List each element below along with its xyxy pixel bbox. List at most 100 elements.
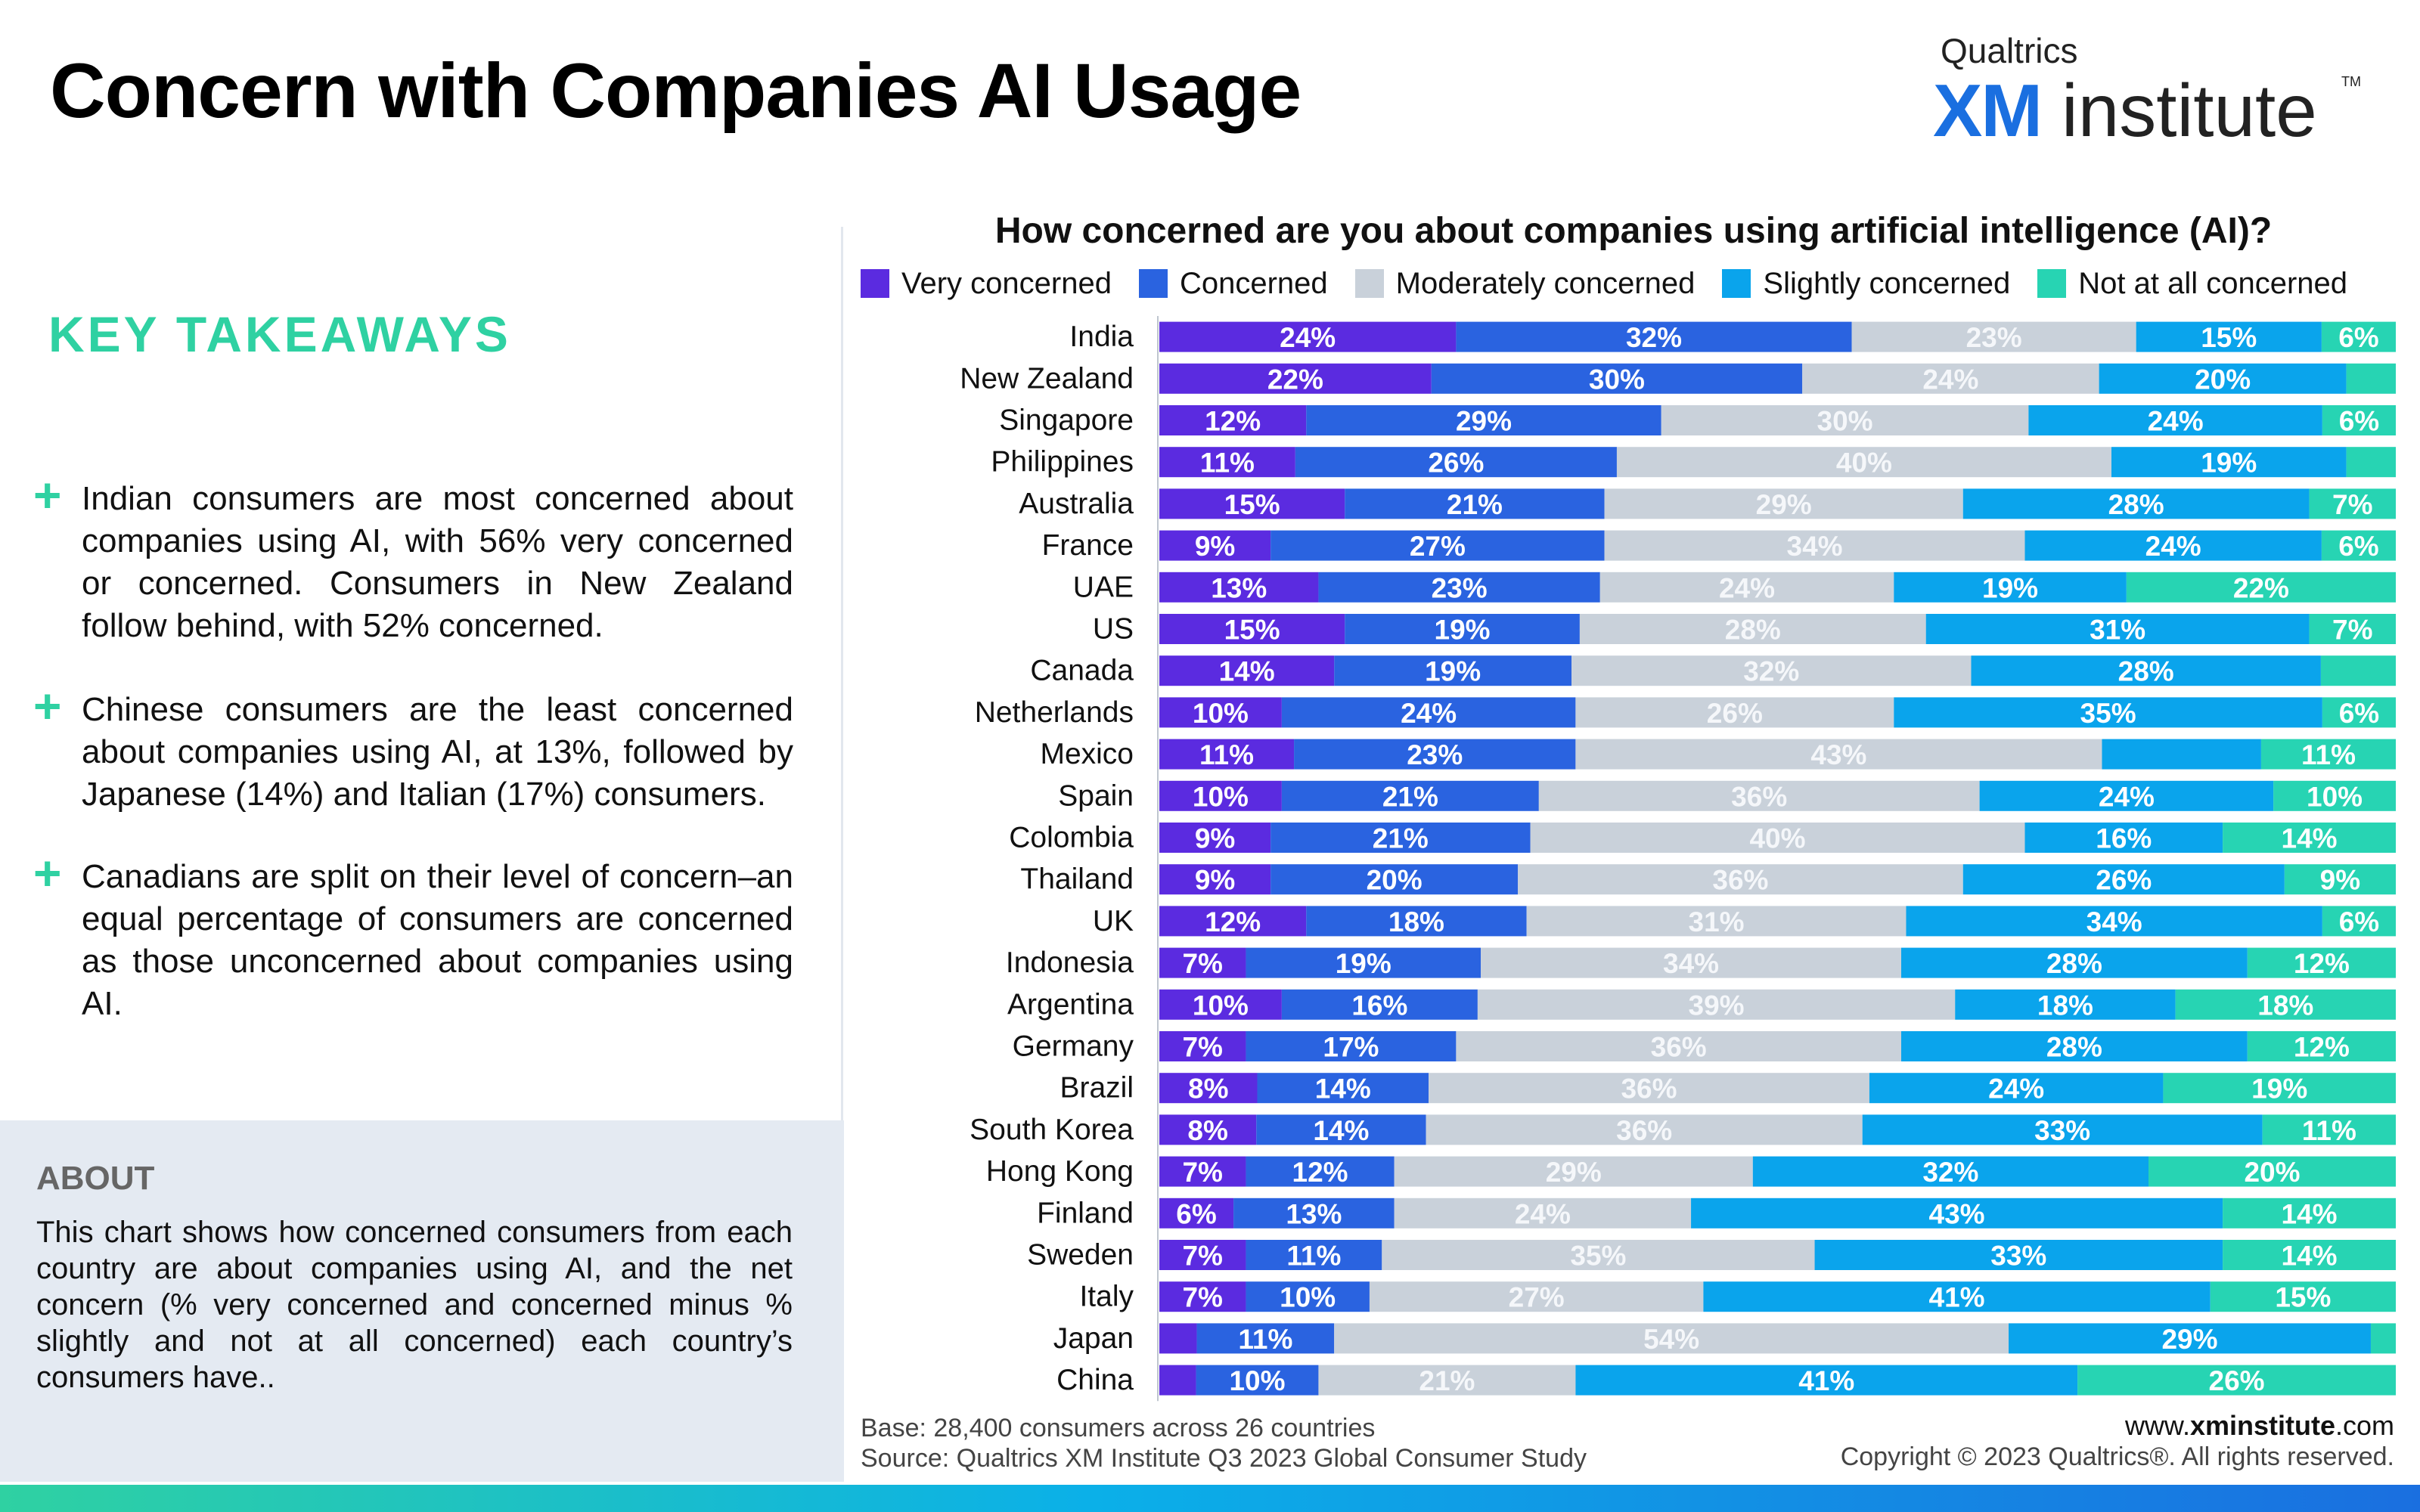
data-label: 19% [1435, 615, 1491, 646]
bar-segment [2320, 655, 2396, 686]
data-label: 21% [1447, 489, 1503, 520]
data-label: 23% [1432, 572, 1488, 603]
bar-segment [1530, 823, 2025, 853]
bar-segment [1159, 823, 1271, 853]
bar-segment [2309, 614, 2396, 644]
data-label: 27% [1410, 531, 1466, 562]
bar-segment [1196, 1323, 1335, 1354]
bar-segment [2163, 1073, 2396, 1104]
bar-segment [1345, 614, 1580, 644]
category-label: Singapore [999, 404, 1134, 437]
data-label: 17% [1323, 1032, 1379, 1063]
data-label: 10% [2307, 781, 2363, 812]
data-label: 21% [1419, 1365, 1475, 1396]
category-label: Brazil [1060, 1072, 1134, 1105]
data-label: 34% [1663, 948, 1719, 979]
bar-segment [1661, 405, 2029, 435]
data-label: 33% [1990, 1241, 2046, 1272]
bar-segment [1962, 488, 2310, 519]
data-label: 7% [1182, 1241, 1222, 1272]
bar-segment [2346, 447, 2396, 478]
bar-segment [1318, 572, 1600, 603]
bar-segment [1318, 1365, 1576, 1396]
about-panel: ABOUT This chart shows how concerned con… [0, 1120, 844, 1482]
data-label: 26% [2096, 865, 2152, 896]
bar-segment [1579, 614, 1926, 644]
bar-segment [1599, 572, 1894, 603]
category-label: Netherlands [975, 696, 1134, 729]
data-label: 39% [1689, 990, 1745, 1021]
data-label: 20% [2244, 1157, 2300, 1188]
category-label: Canada [1030, 655, 1134, 687]
about-heading: ABOUT [36, 1160, 155, 1197]
bar-segment [1862, 1114, 2263, 1145]
data-label: 35% [2080, 698, 2136, 729]
bar-segment [1477, 989, 1956, 1020]
bar-segment [1518, 864, 1963, 895]
bar-segment [1575, 739, 2102, 770]
bar-segment [1345, 488, 1605, 519]
bar-segment [1894, 697, 2322, 728]
data-label: 12% [1205, 906, 1261, 937]
bar-segment [1369, 1281, 1704, 1312]
category-label: New Zealand [960, 362, 1134, 395]
data-label: 32% [1922, 1157, 1978, 1188]
data-label: 28% [2046, 1032, 2102, 1063]
bar-segment [2009, 1323, 2371, 1354]
bar-segment [1456, 1031, 1901, 1061]
data-label: 16% [1351, 990, 1407, 1021]
section-divider [841, 227, 843, 1120]
category-label: Japan [1053, 1322, 1134, 1355]
bar-segment [1159, 447, 1295, 478]
bar-segment [1691, 1198, 2223, 1228]
data-label: 20% [2195, 364, 2251, 395]
website-suffix: .com [2335, 1410, 2394, 1441]
bar-segment [2309, 488, 2396, 519]
data-label: 18% [1388, 906, 1444, 937]
data-label: 12% [2294, 948, 2350, 979]
data-label: 19% [2201, 448, 2257, 479]
data-label: 36% [1651, 1032, 1707, 1063]
data-label: 36% [1616, 1115, 1672, 1146]
data-label: 16% [2096, 823, 2152, 854]
bar-segment [1851, 321, 2136, 352]
bar-segment [1802, 363, 2099, 394]
data-label: 10% [1229, 1365, 1285, 1396]
bar-segment [1334, 655, 1571, 686]
category-label: Germany [1013, 1030, 1134, 1063]
bar-segment [1962, 864, 2285, 895]
category-label: UK [1093, 905, 1134, 937]
data-label: 6% [1176, 1198, 1216, 1229]
bar-segment [1159, 864, 1271, 895]
category-label: UAE [1073, 571, 1134, 603]
bar-segment [1334, 1323, 2009, 1354]
bar-segment [1159, 572, 1319, 603]
category-label: Hong Kong [986, 1155, 1134, 1188]
data-label: 11% [1199, 739, 1254, 770]
bar-segment [2077, 1365, 2396, 1396]
bar-segment [1159, 488, 1345, 519]
bar-segment [1159, 947, 1246, 978]
data-label: 20% [1367, 865, 1423, 896]
bar-segment [2149, 1156, 2396, 1187]
bar-segment [1426, 1114, 1863, 1145]
data-label: 10% [1193, 990, 1249, 1021]
website-link[interactable]: www.xminstitute.com [2125, 1410, 2394, 1442]
data-label: 29% [1546, 1157, 1602, 1188]
takeaway-text: Indian consumers are most concerned abou… [82, 480, 793, 644]
data-label: 23% [1966, 322, 2022, 353]
chart-title: How concerned are you about companies us… [994, 211, 2273, 251]
data-label: 21% [1382, 781, 1438, 812]
data-label: 7% [1182, 1032, 1222, 1063]
bar-segment [2247, 1031, 2396, 1061]
bar-segment [1246, 1281, 1370, 1312]
data-label: 24% [1988, 1074, 2044, 1105]
data-label: 15% [2201, 322, 2257, 353]
data-label: 15% [1224, 615, 1280, 646]
data-label: 11% [2301, 739, 2356, 770]
bar-segment [1955, 989, 2176, 1020]
bar-segment [2024, 823, 2223, 853]
data-label: 6% [2338, 322, 2378, 353]
footnote-base: Base: 28,400 consumers across 26 countri… [861, 1414, 1376, 1442]
bar-segment [1159, 906, 1307, 937]
